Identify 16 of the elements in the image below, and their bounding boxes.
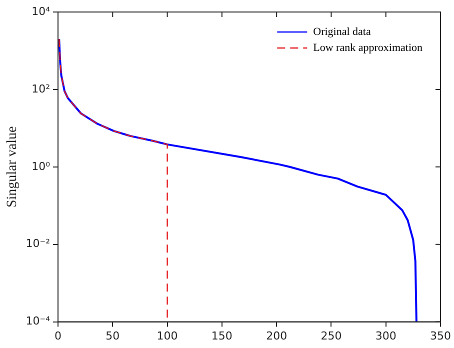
y-tick-label: 10⁻⁴	[26, 314, 51, 328]
x-tick-label: 300	[375, 329, 396, 342]
x-tick-label: 150	[211, 329, 232, 342]
y-tick-label: 10⁴	[32, 4, 51, 18]
legend-label: Original data	[313, 26, 371, 38]
y-tick-label: 10²	[32, 82, 50, 96]
x-tick-label: 0	[54, 329, 62, 342]
x-tick-label: 250	[320, 329, 342, 342]
y-axis-title: Singular value	[5, 126, 20, 208]
x-tick-label: 100	[156, 329, 178, 342]
y-tick-label: 10⁰	[32, 160, 51, 173]
x-tick-label: 200	[266, 329, 288, 342]
x-tick-label: 350	[430, 329, 451, 342]
y-tick-label: 10⁻²	[26, 237, 50, 250]
x-tick-label: 50	[106, 329, 120, 342]
legend-label: Low rank approximation	[313, 42, 423, 54]
